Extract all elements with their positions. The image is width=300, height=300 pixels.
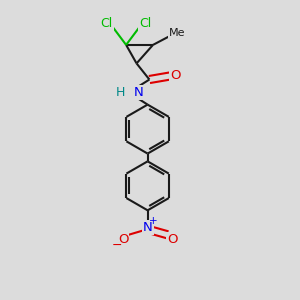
Text: H: H [116, 85, 125, 99]
Text: Cl: Cl [140, 17, 152, 30]
Text: Cl: Cl [100, 17, 113, 30]
Text: O: O [170, 69, 180, 82]
Text: N: N [134, 85, 143, 99]
Text: O: O [118, 233, 128, 246]
Text: O: O [167, 233, 177, 246]
Text: −: − [111, 239, 122, 252]
Text: +: + [149, 216, 158, 226]
Text: Me: Me [169, 28, 186, 38]
Text: N: N [143, 221, 152, 234]
